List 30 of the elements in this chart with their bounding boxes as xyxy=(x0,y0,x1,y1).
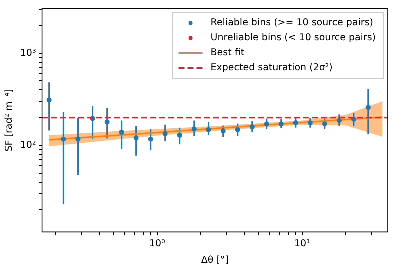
x-axis-title: Δθ [°] xyxy=(201,254,229,266)
point xyxy=(104,120,110,125)
x-tick-label: 10¹ xyxy=(294,238,311,250)
legend-label: Expected saturation (2σ²) xyxy=(210,62,333,74)
point xyxy=(119,130,124,135)
point xyxy=(322,122,328,127)
point xyxy=(76,136,81,142)
legend-label: Best fit xyxy=(210,48,245,59)
x-tick-label: 10⁰ xyxy=(149,238,166,250)
point xyxy=(366,105,371,110)
point xyxy=(61,136,66,142)
point xyxy=(148,136,154,142)
y-axis-title: SF [rad² m⁻⁴] xyxy=(4,89,16,152)
point xyxy=(235,127,240,132)
point xyxy=(250,124,255,130)
point xyxy=(220,128,226,134)
point xyxy=(293,120,298,126)
point xyxy=(308,120,313,126)
point xyxy=(177,132,182,138)
point xyxy=(162,131,168,136)
y-tick-label: 10³ xyxy=(20,48,36,59)
y-tick-label: 10² xyxy=(20,140,36,152)
point xyxy=(264,122,270,127)
point xyxy=(192,126,197,132)
point xyxy=(206,127,212,132)
point xyxy=(134,136,139,140)
point xyxy=(46,98,52,103)
legend-label: Reliable bins (>= 10 source pairs) xyxy=(210,18,374,29)
point xyxy=(336,118,342,124)
legend-label: Unreliable bins (< 10 source pairs) xyxy=(210,32,376,44)
